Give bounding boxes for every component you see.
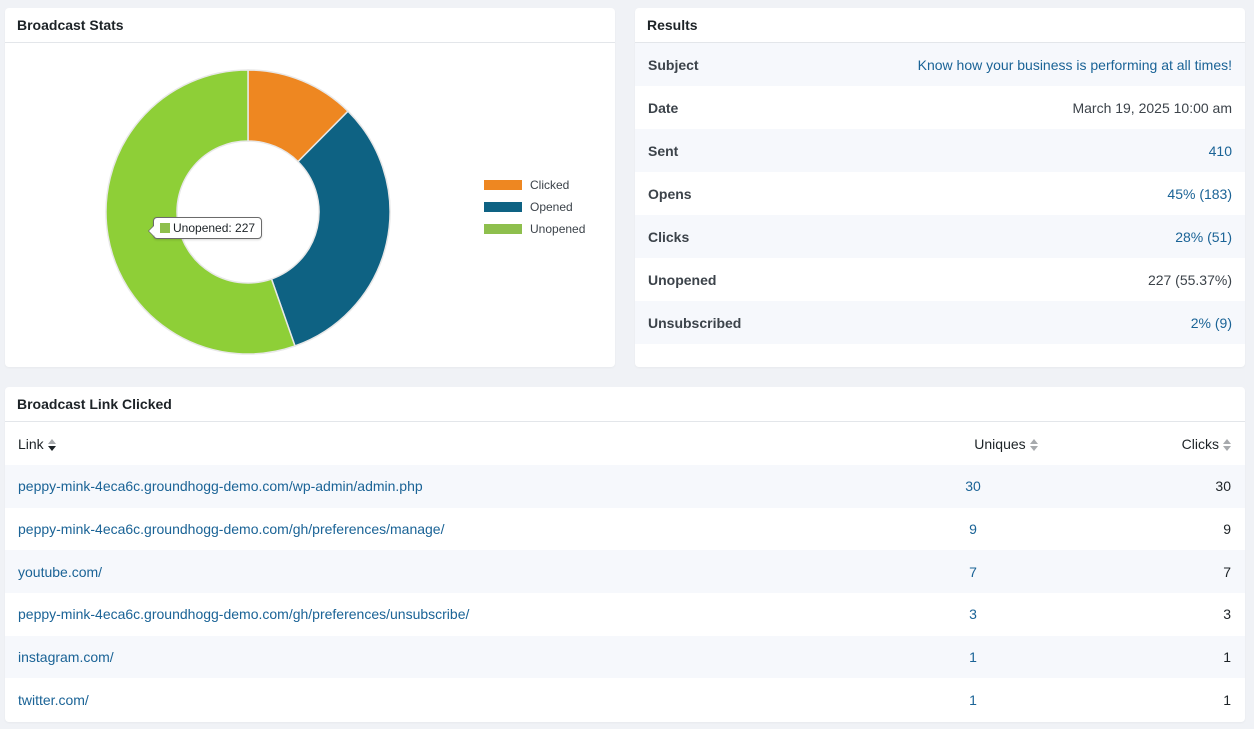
sort-icon[interactable] (1029, 438, 1038, 452)
legend-item[interactable]: Clicked (484, 174, 585, 196)
result-value[interactable]: Know how your business is performing at … (917, 56, 1232, 73)
result-label: Unopened (648, 271, 717, 288)
uniques-column-label: Uniques (974, 435, 1026, 452)
legend-swatch (484, 202, 522, 212)
uniques-cell: 30 (963, 478, 1103, 494)
result-label: Sent (648, 142, 679, 159)
uniques-cell: 3 (963, 606, 1103, 622)
results-panel: Results Subject Know how your business is… (635, 8, 1245, 367)
legend-label: Opened (530, 200, 573, 214)
table-row: peppy-mink-4eca6c.groundhogg-demo.com/gh… (5, 508, 1245, 551)
legend-item[interactable]: Unopened (484, 218, 585, 240)
chart-legend: Clicked Opened Unopened (484, 174, 585, 240)
table-body: peppy-mink-4eca6c.groundhogg-demo.com/wp… (5, 465, 1245, 721)
result-label: Opens (648, 185, 692, 202)
table-row: youtube.com/7 7 (5, 550, 1245, 594)
link-url[interactable]: peppy-mink-4eca6c.groundhogg-demo.com/gh… (18, 606, 470, 623)
link-cell: instagram.com/ (5, 649, 963, 665)
clicks-value: 1 (1223, 691, 1231, 708)
link-column-header[interactable]: Link (5, 436, 898, 452)
legend-swatch (484, 224, 522, 234)
donut-slice-unopened[interactable] (105, 69, 296, 355)
table-header: Link Uniques Clicks (5, 422, 1245, 465)
result-label: Clicks (648, 228, 690, 245)
clicks-value: 7 (1223, 563, 1231, 580)
sort-icon[interactable] (47, 438, 56, 452)
clicks-value: 3 (1223, 606, 1231, 623)
table-row: twitter.com/1 1 (5, 678, 1245, 721)
chart-tooltip: Unopened: 227 (148, 217, 263, 239)
table-row: peppy-mink-4eca6c.groundhogg-demo.com/wp… (5, 465, 1245, 508)
link-cell: peppy-mink-4eca6c.groundhogg-demo.com/gh… (5, 521, 963, 537)
result-label: Date (648, 99, 679, 116)
broadcast-stats-panel: Broadcast Stats Unopened: 227 Clicked Ope… (5, 8, 615, 367)
tooltip-swatch (160, 223, 170, 233)
uniques-cell: 9 (963, 521, 1103, 537)
result-row-date: Date March 19, 2025 10:00 am (635, 86, 1245, 129)
result-row-unsubscribed: Unsubscribed 2% (9) (635, 301, 1245, 344)
link-url[interactable]: peppy-mink-4eca6c.groundhogg-demo.com/gh… (18, 521, 445, 538)
clicks-value: 1 (1223, 649, 1231, 666)
clicks-cell: 9 (1103, 521, 1245, 537)
uniques-cell: 7 (963, 564, 1103, 580)
uniques-value[interactable]: 9 (969, 521, 977, 538)
link-url[interactable]: instagram.com/ (18, 649, 114, 666)
clicks-column-label: Clicks (1181, 435, 1219, 452)
result-row-opens: Opens 45% (183) (635, 172, 1245, 215)
link-cell: youtube.com/ (5, 564, 963, 580)
link-cell: twitter.com/ (5, 692, 963, 708)
clicks-value: 30 (1215, 478, 1231, 495)
result-label: Subject (648, 56, 699, 73)
clicks-value: 9 (1223, 521, 1231, 538)
uniques-value[interactable]: 30 (965, 478, 981, 495)
legend-item[interactable]: Opened (484, 196, 585, 218)
result-value[interactable]: 28% (51) (1175, 228, 1232, 245)
result-label: Unsubscribed (648, 314, 742, 331)
tooltip-text: Unopened: 227 (173, 221, 256, 235)
clicks-column-header[interactable]: Clicks (1182, 436, 1245, 452)
sort-icon[interactable] (1223, 438, 1231, 452)
uniques-value[interactable]: 1 (969, 649, 977, 666)
uniques-cell: 1 (963, 649, 1103, 665)
results-title: Results (635, 8, 1245, 43)
uniques-value[interactable]: 7 (969, 563, 977, 580)
donut-slice-opened[interactable] (270, 110, 391, 347)
result-value[interactable]: 410 (1208, 142, 1232, 159)
clicks-cell: 7 (1103, 564, 1245, 580)
result-row-subject: Subject Know how your business is perform… (635, 43, 1245, 86)
link-column-label: Link (18, 435, 44, 452)
table-row: instagram.com/1 1 (5, 635, 1245, 679)
legend-swatch (484, 180, 522, 190)
broadcast-link-clicked-title: Broadcast Link Clicked (5, 387, 1245, 422)
uniques-value[interactable]: 3 (969, 606, 977, 623)
result-row-sent: Sent 410 (635, 129, 1245, 172)
link-url[interactable]: peppy-mink-4eca6c.groundhogg-demo.com/wp… (18, 478, 423, 495)
result-value[interactable]: 45% (183) (1167, 185, 1232, 202)
link-cell: peppy-mink-4eca6c.groundhogg-demo.com/wp… (5, 478, 963, 494)
uniques-column-header[interactable]: Uniques (898, 436, 1182, 452)
link-url[interactable]: youtube.com/ (18, 563, 103, 580)
result-row-clicks: Clicks 28% (51) (635, 215, 1245, 258)
link-cell: peppy-mink-4eca6c.groundhogg-demo.com/gh… (5, 606, 963, 622)
broadcast-stats-title: Broadcast Stats (5, 8, 615, 43)
broadcast-link-clicked-panel: Broadcast Link Clicked Link Uniques Clic… (5, 387, 1245, 722)
donut-chart (105, 69, 391, 355)
uniques-value[interactable]: 1 (969, 691, 977, 708)
legend-label: Unopened (530, 222, 586, 236)
clicks-cell: 1 (1103, 649, 1245, 665)
clicks-cell: 1 (1103, 692, 1245, 708)
uniques-cell: 1 (963, 692, 1103, 708)
result-value[interactable]: 2% (9) (1190, 314, 1232, 331)
clicks-cell: 30 (1103, 478, 1245, 494)
results-list: Subject Know how your business is perform… (635, 43, 1245, 344)
table-row: peppy-mink-4eca6c.groundhogg-demo.com/gh… (5, 593, 1245, 636)
legend-label: Clicked (530, 178, 570, 192)
clicks-cell: 3 (1103, 606, 1245, 622)
result-row-unopened: Unopened 227 (55.37%) (635, 258, 1245, 301)
result-value: March 19, 2025 10:00 am (1072, 99, 1232, 116)
link-url[interactable]: twitter.com/ (18, 691, 89, 708)
result-value: 227 (55.37%) (1147, 271, 1232, 288)
